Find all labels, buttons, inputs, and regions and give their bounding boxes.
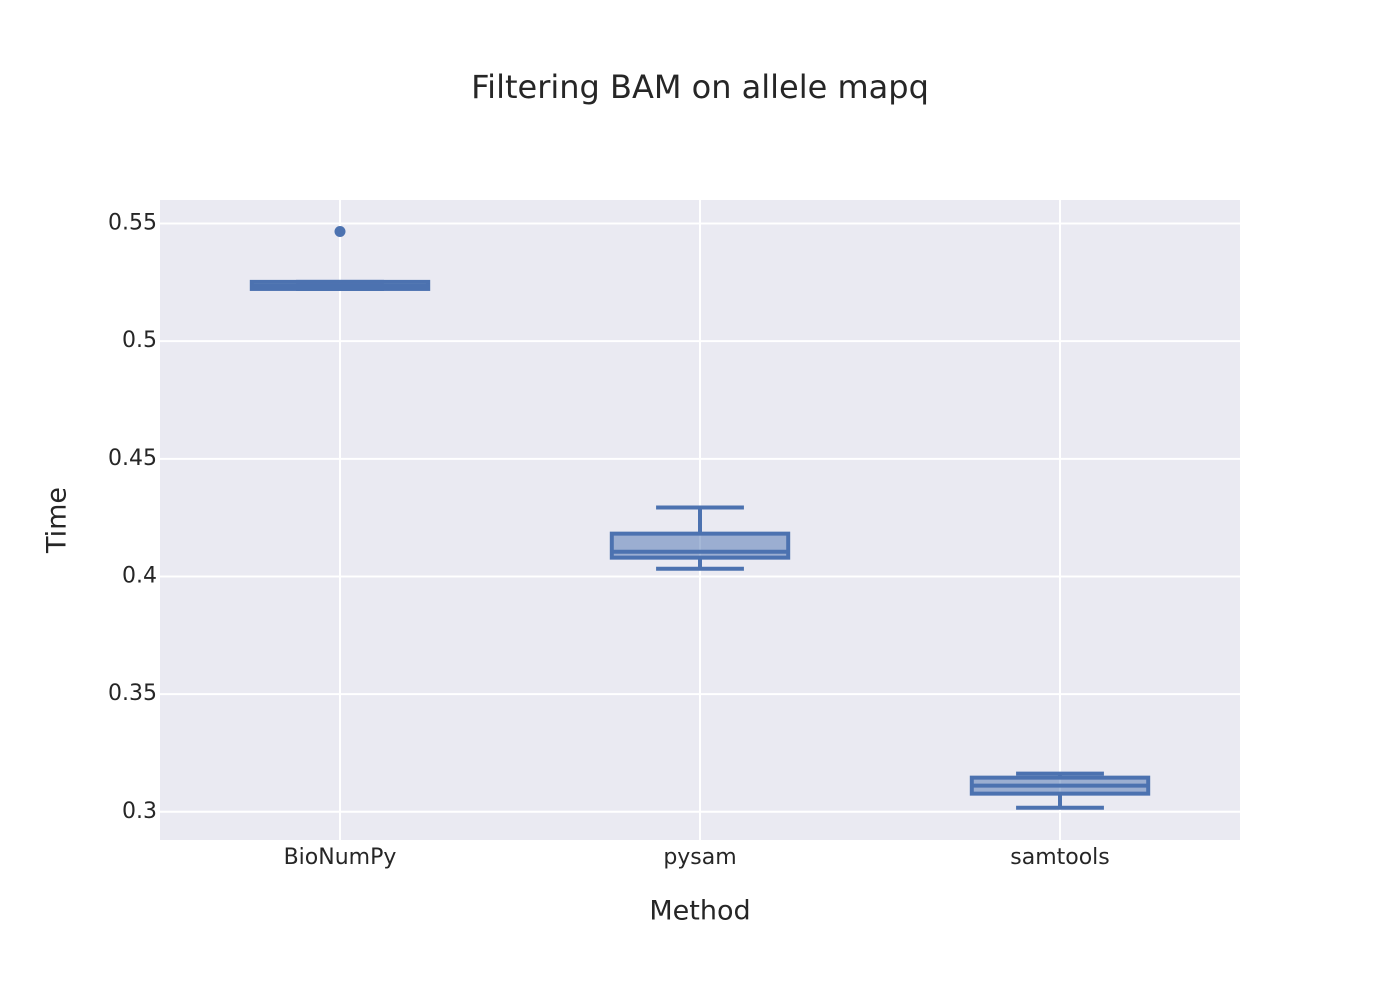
y-tick-label: 0.5 [122,328,157,353]
outlier [334,226,346,238]
x-tick-label: BioNumPy [284,845,397,870]
x-axis-title: Method [649,896,750,927]
y-tick-label: 0.35 [108,681,157,706]
y-tick-label: 0.55 [108,211,157,236]
y-tick-label: 0.45 [108,446,157,471]
chart-title: Filtering BAM on allele mapq [471,68,929,106]
y-tick-label: 0.4 [122,563,157,588]
x-tick-label: samtools [1010,845,1110,870]
box [609,531,791,560]
y-axis-title: Time [42,487,73,554]
x-tick-label: pysam [663,845,736,870]
y-tick-label: 0.3 [122,799,157,824]
